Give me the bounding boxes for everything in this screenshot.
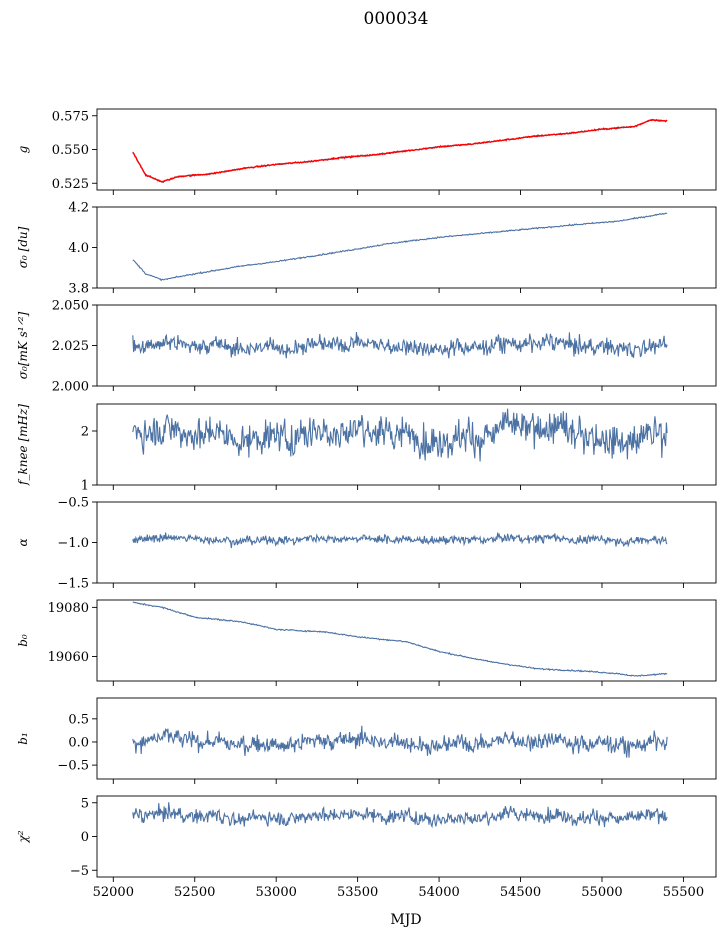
y-tick-label: 0 [81,830,89,845]
series-line-6-0 [132,725,668,758]
panel-1: 3.8 4.0 4.2 σ₀ [du] [16,201,717,297]
panel-3: 1 2 f_knee [mHz] [16,403,717,494]
y-tick-label: 0.5 [68,712,89,727]
y-tick-label: 2.025 [52,339,89,354]
panel-0: 0.525 0.550 0.575 g [16,108,717,195]
series-line-2-0 [132,331,668,359]
panel-6: −0.5 0.0 0.5 b₁ [16,697,717,784]
series-line-0-1 [132,118,668,183]
panel-frame [96,795,717,878]
x-tick-label: 54000 [418,885,459,900]
series-line-5-0 [132,601,668,677]
panel-frame [96,697,717,780]
y-tick-label: 0.0 [68,735,89,750]
y-axis-label: σ₀ [du] [16,226,30,268]
panel-frame [96,403,717,486]
y-tick-label: 1 [81,479,89,494]
panel-7: −5 0 5 52000 52500 53000 53500 54000 54500 55000 5… [16,795,717,900]
y-tick-label: 0.575 [52,109,89,124]
y-axis-label: g [16,145,30,153]
y-tick-label: −0.5 [57,496,89,511]
y-tick-label: 3.8 [68,282,89,297]
x-tick-label: 54500 [500,885,541,900]
series-line-7-0 [132,802,668,829]
panel-frame [96,599,717,682]
panel-2: 2.000 2.025 2.050 σ₀[mK s¹ᐟ²] [16,299,717,395]
y-tick-label: 19080 [48,601,89,616]
y-tick-label: 4.2 [68,201,89,216]
y-tick-label: 19060 [48,650,89,665]
y-tick-label: 2.000 [52,380,89,395]
series-line-4-0 [132,532,668,549]
x-axis-label: MJD [390,912,421,928]
y-axis-label: f_knee [mHz] [16,404,30,486]
y-axis-label: σ₀[mK s¹ᐟ²] [16,311,30,379]
y-tick-label: 5 [81,796,89,811]
x-tick-label: 53000 [256,885,297,900]
x-tick-label: 52500 [174,885,215,900]
y-axis-label: α [16,538,30,546]
y-tick-label: 0.525 [52,177,89,192]
y-tick-label: 4.0 [68,241,89,256]
y-tick-label: 0.550 [52,143,89,158]
figure-title: 000034 [364,9,429,29]
x-tick-label: 55000 [581,885,622,900]
y-tick-label: −1.5 [57,577,89,592]
y-tick-label: −1.0 [57,536,89,551]
y-axis-label: b₁ [16,732,30,745]
panel-4: −1.5 −1.0 −0.5 α [16,496,717,592]
y-tick-label: −0.5 [57,759,89,774]
x-tick-label: 55500 [663,885,704,900]
series-line-1-0 [132,212,668,282]
y-axis-label: χ² [16,830,30,843]
y-tick-label: 2 [81,425,89,440]
y-tick-label: 2.050 [52,299,89,314]
y-tick-label: −5 [70,864,89,879]
series-line-3-0 [132,408,668,462]
x-tick-label: 53500 [337,885,378,900]
x-tick-label: 52000 [93,885,134,900]
panel-frame [96,206,717,289]
panel-frame [96,108,717,191]
y-axis-label: b₀ [16,634,30,647]
panel-5: 19060 19080 b₀ [16,599,717,686]
